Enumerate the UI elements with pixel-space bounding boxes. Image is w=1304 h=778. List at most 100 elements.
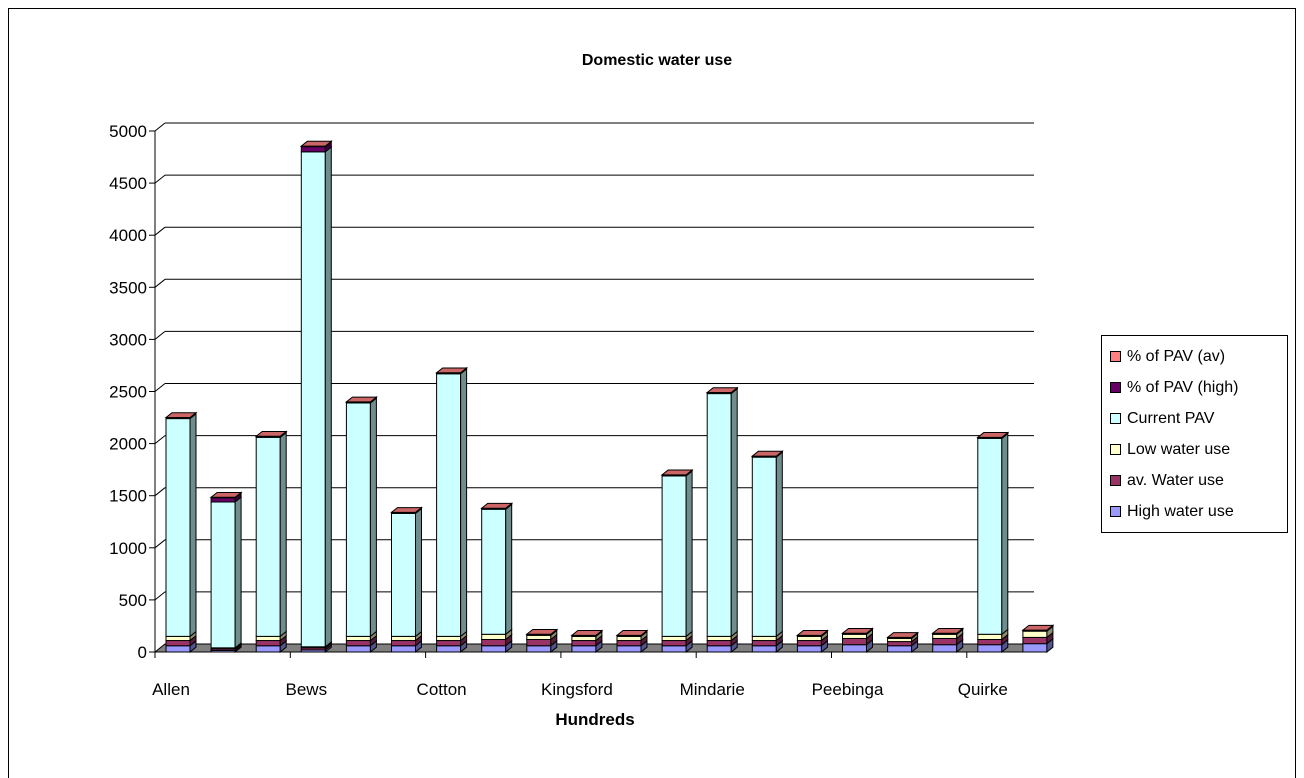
bar-segment bbox=[887, 645, 913, 653]
bar-segment-side bbox=[369, 397, 377, 638]
bar-segment bbox=[165, 635, 191, 642]
bar-segment bbox=[571, 645, 597, 653]
bar-segment bbox=[616, 635, 642, 642]
bar-segment bbox=[165, 645, 191, 653]
bar-stack bbox=[480, 502, 514, 654]
bar-top bbox=[615, 630, 649, 636]
bar-segment bbox=[977, 437, 1003, 635]
bar-segment bbox=[977, 633, 1003, 640]
chart-legend: % of PAV (av) % of PAV (high) Current PA… bbox=[1101, 335, 1288, 533]
bar-segment bbox=[391, 640, 416, 647]
bar-segment bbox=[706, 645, 732, 653]
bar-top bbox=[525, 628, 559, 635]
gridline-depth bbox=[154, 487, 166, 497]
bar-segment bbox=[345, 640, 371, 647]
bar-segment bbox=[796, 640, 822, 647]
bar-stack bbox=[344, 396, 378, 654]
x-tick-label: Cotton bbox=[417, 680, 467, 699]
bar-top bbox=[886, 632, 920, 638]
bar-segment bbox=[436, 640, 462, 647]
bar-segment-side bbox=[460, 367, 468, 638]
bar-stack bbox=[750, 450, 784, 654]
bar-stack bbox=[209, 491, 243, 654]
bar-stack bbox=[841, 627, 874, 654]
legend-swatch bbox=[1110, 506, 1121, 517]
bar-segment bbox=[842, 644, 867, 653]
x-axis-title: Hundreds bbox=[555, 710, 634, 729]
bar-segment bbox=[436, 645, 462, 653]
gridline-depth bbox=[154, 591, 166, 601]
bar-stack bbox=[1021, 624, 1055, 654]
bar-segment-side bbox=[505, 503, 513, 636]
bar-segment-side bbox=[1001, 432, 1009, 636]
legend-label: Current PAV bbox=[1127, 409, 1215, 427]
bar-segment bbox=[1022, 643, 1048, 653]
y-tick-label: 2500 bbox=[109, 383, 147, 402]
bar-stack bbox=[931, 627, 965, 654]
bar-segment bbox=[526, 638, 552, 647]
bar-segment bbox=[210, 501, 236, 649]
bar-segment bbox=[255, 645, 281, 653]
bar-segment bbox=[391, 635, 416, 642]
bar-segment bbox=[706, 635, 732, 642]
bar-segment bbox=[706, 640, 732, 647]
bar-segment bbox=[436, 373, 462, 637]
bar-segment-side bbox=[730, 387, 738, 638]
gridline-depth bbox=[154, 383, 166, 392]
bar-segment bbox=[165, 418, 191, 637]
bar-segment bbox=[391, 645, 416, 653]
x-tick-label: Quirke bbox=[958, 680, 1008, 699]
bar-segment bbox=[255, 436, 281, 637]
legend-label: av. Water use bbox=[1127, 471, 1224, 489]
bar-stack bbox=[299, 140, 333, 654]
bar-segment bbox=[391, 512, 416, 637]
bar-segment bbox=[842, 637, 867, 646]
bar-stack bbox=[570, 629, 604, 654]
bar-top bbox=[344, 396, 378, 403]
y-tick-label: 0 bbox=[138, 643, 147, 662]
y-tick-label: 2000 bbox=[109, 435, 147, 454]
bar-stack bbox=[390, 506, 423, 654]
bar-segment bbox=[210, 497, 236, 503]
bar-segment-side bbox=[324, 145, 332, 648]
bar-segment bbox=[571, 640, 597, 647]
bar-stack bbox=[795, 629, 829, 654]
bar-segment bbox=[481, 633, 507, 640]
legend-swatch bbox=[1110, 351, 1121, 362]
legend-swatch bbox=[1110, 444, 1121, 455]
chart-title: Domestic water use bbox=[582, 52, 732, 69]
bar-segment bbox=[255, 635, 281, 642]
bar-top bbox=[480, 502, 514, 509]
bar-segment bbox=[616, 645, 642, 653]
bar-segment bbox=[977, 638, 1003, 646]
y-tick-label: 1000 bbox=[109, 539, 147, 558]
bar-top bbox=[795, 630, 829, 636]
bar-segment bbox=[796, 645, 822, 653]
bar-segment bbox=[661, 475, 687, 637]
legend-swatch bbox=[1110, 382, 1121, 393]
gridline-depth bbox=[154, 122, 166, 132]
y-tick-label: 4000 bbox=[109, 226, 147, 245]
bar-top bbox=[254, 431, 288, 437]
bar-segment bbox=[571, 635, 597, 642]
bar-segment bbox=[255, 640, 281, 647]
x-tick-label: Mindarie bbox=[680, 680, 745, 699]
bar-top bbox=[750, 450, 784, 457]
bar-top bbox=[841, 627, 874, 634]
bar-stack bbox=[886, 631, 920, 654]
bar-segment bbox=[661, 640, 687, 647]
bar-segment bbox=[887, 641, 913, 647]
legend-label: % of PAV (high) bbox=[1127, 378, 1239, 396]
bar-segment-side bbox=[775, 451, 783, 638]
y-tick-label: 1500 bbox=[109, 487, 147, 506]
bar-segment bbox=[842, 633, 867, 639]
bar-segment bbox=[345, 635, 371, 642]
bar-segment bbox=[796, 635, 822, 642]
bar-stack bbox=[705, 386, 739, 654]
bar-segment bbox=[345, 645, 371, 653]
legend-item: % of PAV (av) bbox=[1110, 341, 1287, 372]
legend-item: High water use bbox=[1110, 496, 1287, 527]
bar-top bbox=[705, 387, 739, 394]
chart: 0 500 1000 1500 2000 2500 3000 3500 4000 4500 5000… bbox=[109, 52, 1055, 729]
x-tick-label: Peebinga bbox=[812, 680, 884, 699]
